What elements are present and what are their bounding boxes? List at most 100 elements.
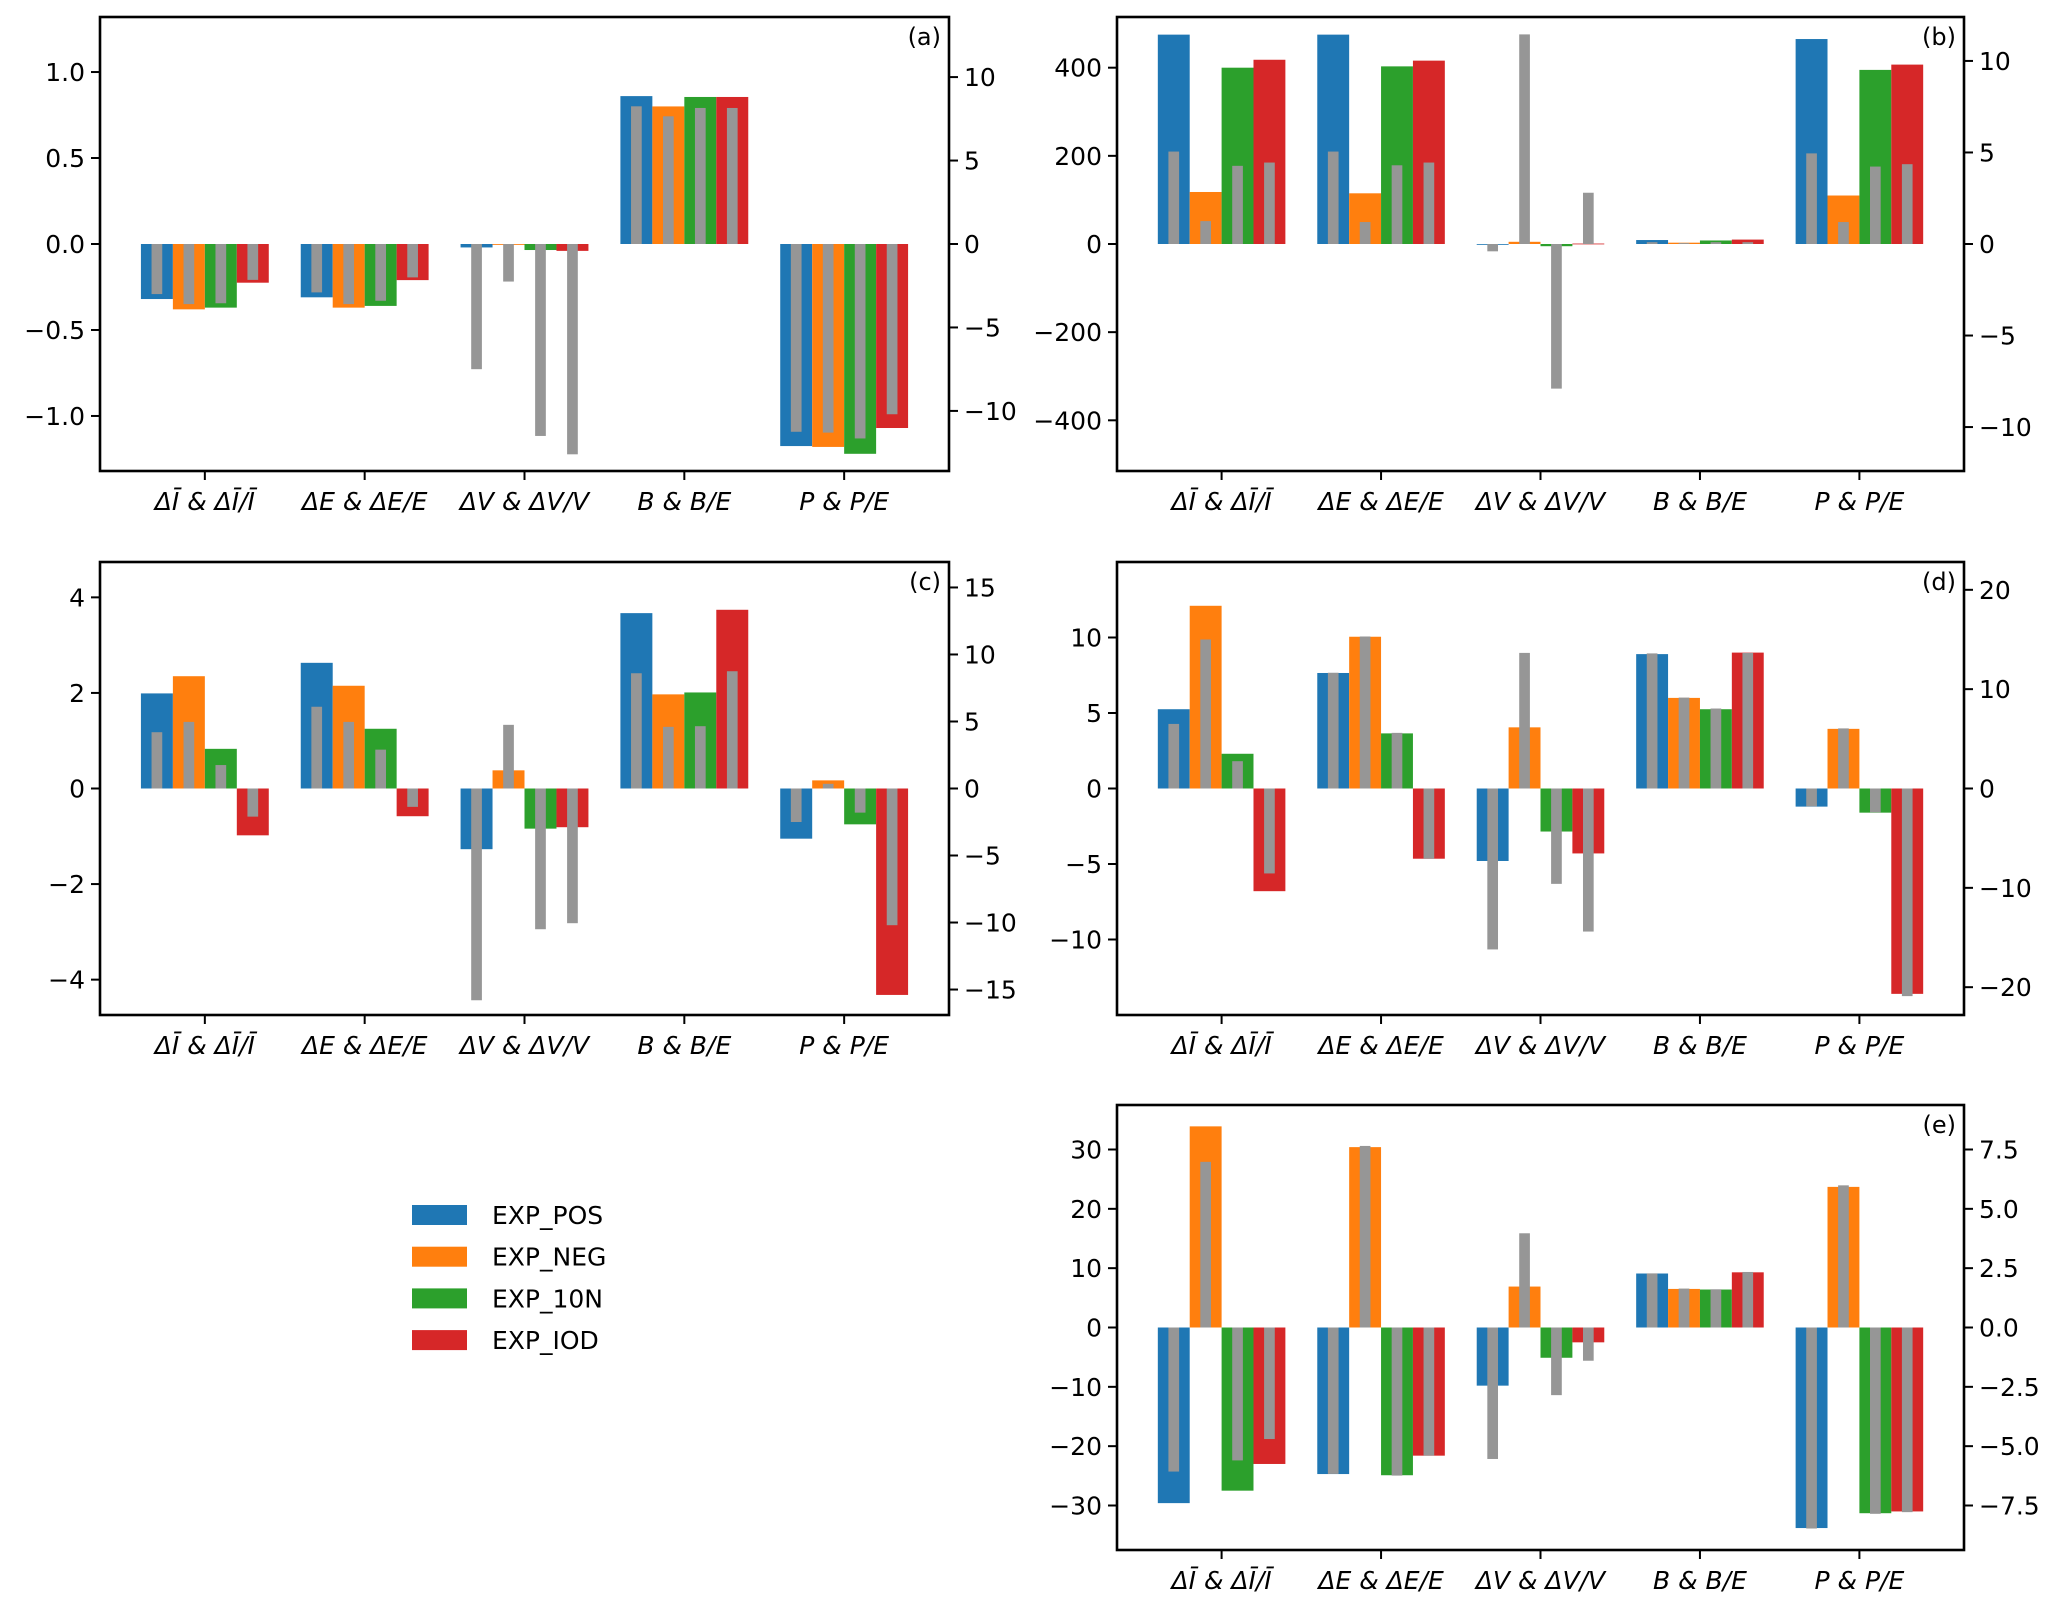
- ytick-label-right: −15: [964, 976, 1017, 1005]
- ratio-bar-exp-neg-2: [503, 244, 514, 282]
- xtick-label: ΔE & ΔE/E: [300, 487, 428, 516]
- ytick-label-left: 0: [1086, 775, 1102, 804]
- ratio-bar-exp-pos-3: [1646, 242, 1658, 244]
- ratio-bar-exp-pos-0: [1168, 1327, 1180, 1472]
- ytick-label-left: −30: [1049, 1492, 1102, 1521]
- ratio-bar-exp-pos-1: [1327, 1327, 1339, 1474]
- xtick-label: ΔV & ΔV/V: [458, 1031, 591, 1060]
- ratio-bar-exp-iod-3: [726, 107, 738, 244]
- panel-e: −30 −20 −10 0 10 20 30 −7.5 −5.0 −2.5 0.0 2.5 5.0 7.5…: [1049, 1103, 2040, 1595]
- ratio-bar-exp-neg-3: [662, 726, 674, 789]
- legend-label: EXP_POS: [492, 1201, 603, 1230]
- xtick-label: ΔĪ & ΔĪ/Ī: [1170, 1031, 1275, 1060]
- ratio-bar-exp-pos-1: [311, 706, 323, 789]
- xtick-label: ΔV & ΔV/V: [1474, 1031, 1607, 1060]
- ratio-bar-exp-iod-3: [1742, 652, 1754, 789]
- ratio-bar-exp-10n-2: [535, 788, 546, 930]
- xtick-label: ΔV & ΔV/V: [458, 487, 591, 516]
- ratio-bar-exp-pos-0: [1168, 151, 1180, 244]
- ratio-bar-exp-10n-0: [1232, 761, 1243, 789]
- ratio-bar-exp-pos-2: [1487, 244, 1499, 252]
- ratio-bar-exp-pos-4: [790, 788, 802, 823]
- legend-swatch: [412, 1330, 467, 1351]
- ratio-bar-exp-pos-1: [1327, 672, 1339, 789]
- bars: [140, 609, 909, 1001]
- ratio-bar-exp-10n-2: [1551, 1327, 1562, 1396]
- ratio-bar-exp-iod-1: [1423, 1327, 1435, 1456]
- ratio-bar-exp-iod-4: [1901, 164, 1913, 244]
- ytick-label-left: 10: [1070, 624, 1102, 653]
- ytick-label-right: 10: [964, 640, 996, 669]
- ytick-label-right: −10: [1979, 874, 2032, 903]
- ratio-bar-exp-pos-3: [631, 673, 642, 789]
- ratio-bar-exp-neg-3: [1678, 1288, 1690, 1328]
- xtick-label: P & P/E: [1815, 487, 1905, 516]
- legend-label: EXP_10N: [492, 1284, 603, 1313]
- ytick-label-left: −10: [1049, 926, 1102, 955]
- ratio-bar-exp-10n-1: [1391, 732, 1403, 789]
- bar-exp-iod-3: [1731, 239, 1764, 244]
- bars: [1157, 1126, 1924, 1529]
- xtick-label: B & B/E: [1653, 487, 1747, 516]
- ytick-label-right: −7.5: [1979, 1492, 2040, 1521]
- ratio-bar-exp-10n-3: [1710, 242, 1722, 244]
- ytick-label-left: 0.0: [45, 230, 85, 259]
- ratio-bar-exp-10n-1: [375, 749, 387, 789]
- ytick-label-right: −5: [964, 313, 1001, 342]
- ratio-bar-exp-10n-0: [1232, 1327, 1243, 1461]
- ratio-bar-exp-10n-4: [854, 788, 866, 813]
- ratio-bar-exp-10n-2: [1551, 244, 1562, 389]
- ytick-label-left: 200: [1054, 142, 1102, 171]
- ratio-bar-exp-10n-3: [694, 107, 706, 244]
- panel-label: (a): [908, 23, 941, 51]
- ratio-bar-exp-iod-3: [1742, 242, 1754, 244]
- bars: [140, 96, 909, 455]
- ratio-bar-exp-10n-4: [1870, 1327, 1881, 1514]
- xtick-label: ΔV & ΔV/V: [1474, 1566, 1607, 1595]
- ratio-bar-exp-neg-2: [503, 724, 514, 789]
- ratio-bar-exp-iod-2: [1582, 192, 1594, 244]
- legend-item-exp-10n: EXP_10N: [412, 1284, 603, 1313]
- ratio-bar-exp-neg-4: [1838, 1185, 1849, 1328]
- panel-label: (e): [1923, 1111, 1957, 1139]
- ratio-bar-exp-iod-4: [1901, 1327, 1913, 1513]
- ratio-bar-exp-neg-3: [662, 116, 674, 244]
- ytick-label-right: 5: [964, 147, 980, 176]
- panel-c: −4 −2 0 2 4 −15 −10 −5 0 5 10 15 ΔĪ & ΔĪ/Ī ΔE & ΔE/E Δ…: [48, 560, 1017, 1060]
- ytick-label-left: 10: [1070, 1254, 1102, 1283]
- ratio-bar-exp-pos-0: [151, 732, 163, 789]
- ratio-bar-exp-pos-2: [471, 244, 482, 370]
- ytick-label-right: −20: [1979, 973, 2032, 1002]
- ratio-bar-exp-neg-1: [1359, 636, 1371, 789]
- ytick-label-right: −10: [964, 909, 1017, 938]
- xtick-label: ΔĪ & ΔĪ/Ī: [1170, 487, 1275, 516]
- ratio-bar-exp-iod-2: [567, 788, 578, 924]
- ytick-label-right: 0: [1979, 775, 1995, 804]
- ytick-label-right: 0: [964, 775, 980, 804]
- ratio-bar-exp-pos-1: [1327, 151, 1339, 244]
- ytick-label-left: −0.5: [24, 316, 85, 345]
- ratio-bar-exp-neg-0: [1200, 639, 1211, 789]
- panel-d: −10 −5 0 5 10 −20 −10 0 10 20 ΔĪ & ΔĪ/Ī ΔE & ΔE/E ΔV…: [1049, 560, 2032, 1060]
- ytick-label-left: 2: [69, 679, 85, 708]
- ytick-label-right: −5: [1979, 322, 2016, 351]
- ytick-label-right: 5.0: [1979, 1195, 2019, 1224]
- xtick-label: B & B/E: [637, 1031, 731, 1060]
- ratio-bar-exp-10n-4: [854, 244, 866, 439]
- ytick-label-left: 0.5: [45, 144, 85, 173]
- ytick-label-left: −400: [1033, 406, 1102, 435]
- ratio-bar-exp-iod-1: [407, 244, 418, 278]
- ratio-bar-exp-neg-4: [822, 783, 834, 789]
- ratio-bar-exp-10n-3: [694, 726, 706, 789]
- ratio-bar-exp-10n-2: [535, 244, 546, 436]
- ratio-bar-exp-neg-0: [183, 721, 195, 789]
- xtick-label: ΔE & ΔE/E: [1316, 1566, 1444, 1595]
- panel-a: −1.0 −0.5 0.0 0.5 1.0 −10 −5 0 5 10 ΔĪ & ΔĪ/Ī ΔE & …: [24, 15, 1017, 516]
- ytick-label-left: −10: [1049, 1373, 1102, 1402]
- ratio-bar-exp-10n-1: [375, 244, 387, 301]
- ratio-bar-exp-iod-2: [1582, 1327, 1594, 1361]
- ytick-label-right: 10: [964, 63, 996, 92]
- ytick-label-left: 0: [1086, 1314, 1102, 1343]
- ratio-bar-exp-pos-0: [151, 244, 163, 295]
- ratio-bar-exp-10n-4: [1870, 788, 1881, 813]
